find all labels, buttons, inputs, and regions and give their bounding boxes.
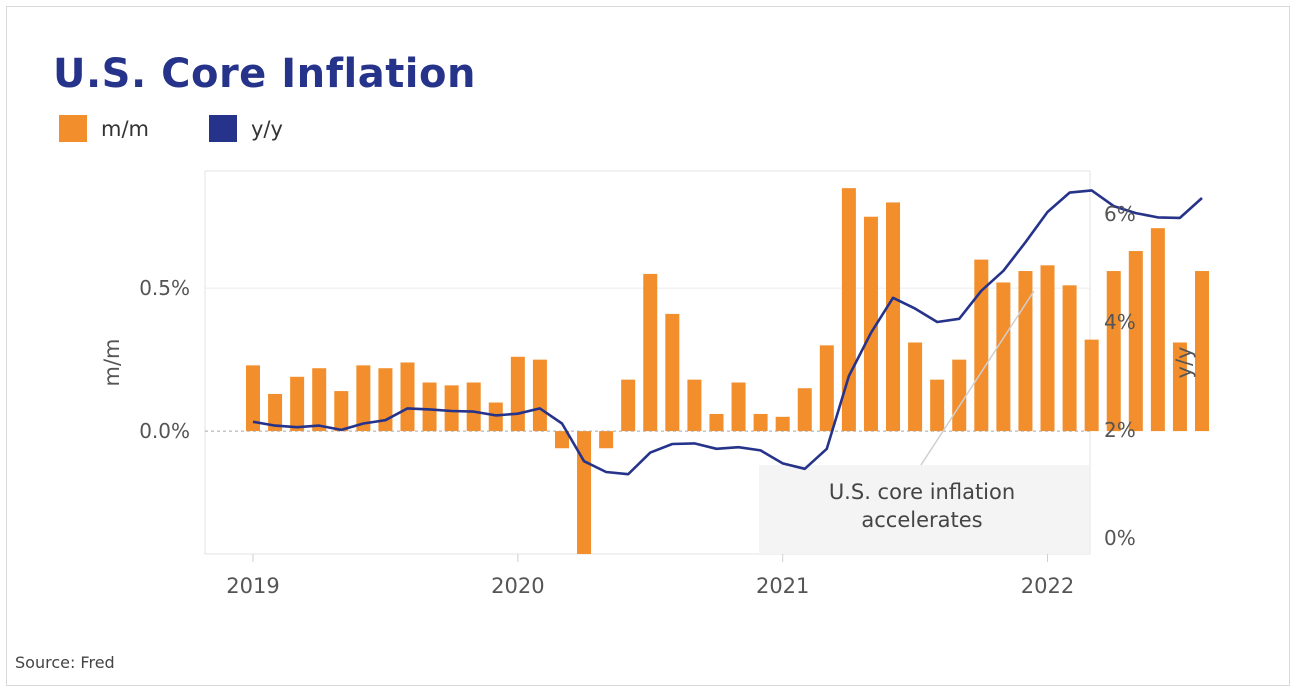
source-note: Source: Fred [15, 653, 115, 672]
bar-mm [532, 359, 547, 432]
bar-mm [510, 356, 525, 432]
bar-mm [731, 382, 746, 432]
y-right-tick-label: 6% [1104, 202, 1136, 226]
x-tick-label: 2022 [1021, 574, 1074, 598]
legend: m/m y/y [59, 115, 343, 142]
bar-mm [1062, 285, 1077, 432]
bar-mm [621, 379, 636, 432]
bar-mm [1040, 265, 1055, 432]
bar-mm [422, 382, 437, 432]
legend-label-mm: m/m [101, 116, 149, 141]
y-right-tick-label: 4% [1104, 310, 1136, 334]
legend-item-mm[interactable]: m/m [59, 115, 149, 142]
bar-mm [290, 376, 305, 432]
y-right-tick-label: 0% [1104, 526, 1136, 550]
bar-mm [444, 385, 459, 432]
y-left-tick-label: 0.5% [139, 276, 190, 300]
bar-mm [1128, 251, 1143, 432]
bar-mm [1172, 342, 1187, 432]
bar-mm [665, 313, 680, 432]
chart-card: U.S. Core Inflation m/m y/y U.S. core in… [6, 6, 1290, 686]
bar-mm [268, 393, 283, 432]
legend-item-yy[interactable]: y/y [209, 115, 283, 142]
bar-mm [996, 282, 1011, 432]
bar-mm [1084, 339, 1099, 432]
x-tick-label: 2019 [226, 574, 279, 598]
bar-mm [687, 379, 702, 432]
bar-mm [599, 431, 614, 449]
y-right-axis-title: y/y [1172, 347, 1196, 379]
bar-mm [753, 413, 768, 432]
bar-mm [400, 362, 415, 432]
bar-mm [797, 388, 812, 432]
bar-mm [312, 368, 327, 432]
annotation-line-2: accelerates [861, 508, 982, 532]
bar-mm [356, 365, 371, 432]
bar-mm [930, 379, 945, 432]
bar-mm [378, 368, 393, 432]
bar-mm [488, 402, 503, 432]
bar-mm [466, 382, 481, 432]
bar-mm [974, 259, 989, 432]
legend-label-yy: y/y [251, 116, 283, 141]
bar-mm [554, 431, 569, 449]
y-left-axis-title: m/m [100, 339, 124, 387]
x-tick-label: 2020 [491, 574, 544, 598]
bar-mm [643, 273, 658, 432]
bar-mm [709, 413, 724, 432]
legend-swatch-mm [59, 115, 87, 142]
chart-plot: U.S. core inflation accelerates 0.0% 0.5% 0%… [100, 170, 1210, 598]
x-tick-label: 2021 [756, 574, 809, 598]
annotation-box [759, 465, 1089, 554]
bar-mm [886, 202, 901, 432]
bar-mm [952, 359, 967, 432]
annotation-line-1: U.S. core inflation [829, 480, 1015, 504]
bar-mm [1150, 228, 1165, 432]
annotation-pointer [920, 290, 1035, 466]
bar-mm [334, 391, 349, 432]
y-right-tick-label: 2% [1104, 418, 1136, 442]
bar-mm [863, 216, 878, 432]
y-left-tick-label: 0.0% [139, 419, 190, 443]
bar-mm [246, 365, 260, 432]
bar-mm [775, 416, 790, 432]
bar-mm [819, 345, 834, 432]
bar-mm [1018, 271, 1033, 432]
chart-title: U.S. Core Inflation [53, 51, 476, 97]
legend-swatch-yy [209, 115, 237, 142]
bar-mm [1195, 271, 1210, 432]
bar-mm [577, 431, 592, 554]
bar-mm [908, 342, 923, 432]
bar-mm [1106, 271, 1121, 432]
line-yy [252, 189, 1203, 476]
